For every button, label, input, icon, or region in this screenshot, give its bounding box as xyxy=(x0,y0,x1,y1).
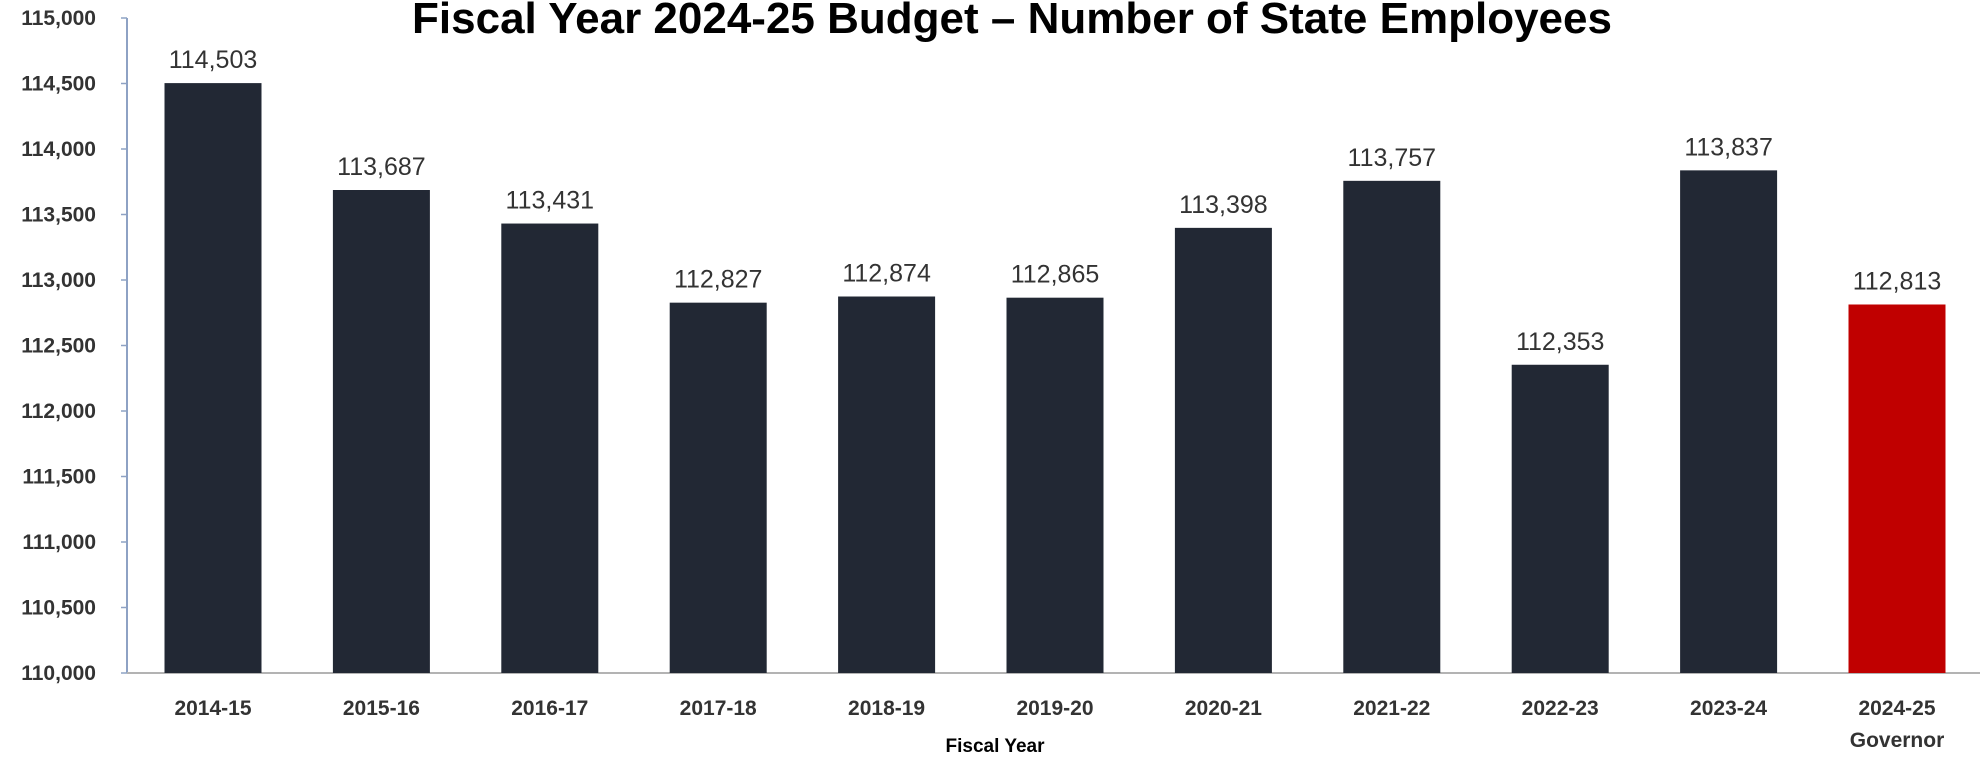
y-tick-label: 111,000 xyxy=(22,531,96,554)
y-tick-label: 114,000 xyxy=(21,138,96,161)
bar-2021-22 xyxy=(1343,180,1441,673)
x-tick-label: 2019-20 xyxy=(1016,697,1093,720)
y-tick-label: 110,500 xyxy=(21,597,96,620)
x-tick-sublabel: Governor xyxy=(1850,729,1945,752)
data-label: 113,757 xyxy=(1348,144,1437,172)
bar-2017-18 xyxy=(669,302,767,673)
x-tick-label: 2024-25 xyxy=(1858,697,1935,720)
data-label: 112,813 xyxy=(1853,267,1942,295)
y-axis-ticks: 110,000 110,500 111,000 111,500 112,000 112,5… xyxy=(21,7,127,685)
y-tick-label: 113,000 xyxy=(21,269,96,292)
x-axis-ticks: 2014-15 2015-16 2016-17 2017-18 2018-19 2019-… xyxy=(174,697,1944,752)
x-tick-label: 2014-15 xyxy=(174,697,251,720)
y-tick-label: 114,500 xyxy=(21,73,96,96)
bar-2023-24 xyxy=(1680,170,1778,673)
bar-2019-20 xyxy=(1006,297,1104,673)
x-tick-label: 2022-23 xyxy=(1522,697,1599,720)
bar-2014-15 xyxy=(164,83,262,674)
data-label: 112,874 xyxy=(842,260,931,288)
y-tick-label: 110,000 xyxy=(21,662,96,685)
data-label: 113,431 xyxy=(506,187,595,215)
x-tick-label: 2018-19 xyxy=(848,697,925,720)
bars xyxy=(164,83,1946,674)
bar-2024-25 xyxy=(1848,304,1946,673)
x-tick-label: 2023-24 xyxy=(1690,697,1767,720)
bar-2015-16 xyxy=(332,190,430,674)
x-tick-label: 2015-16 xyxy=(343,697,420,720)
bar-2016-17 xyxy=(501,223,599,673)
x-tick-label: 2016-17 xyxy=(511,697,588,720)
x-tick-label: 2017-18 xyxy=(680,697,757,720)
bar-2022-23 xyxy=(1511,364,1609,673)
x-tick-label: 2021-22 xyxy=(1353,697,1430,720)
y-tick-label: 113,500 xyxy=(21,204,96,227)
data-label: 113,837 xyxy=(1684,133,1773,161)
data-label: 114,503 xyxy=(169,46,258,74)
bar-2018-19 xyxy=(838,296,936,673)
x-axis-label: Fiscal Year xyxy=(946,736,1046,757)
bar-2020-21 xyxy=(1174,227,1272,673)
y-tick-label: 115,000 xyxy=(21,7,96,30)
data-label: 112,865 xyxy=(1011,261,1100,289)
y-tick-label: 111,500 xyxy=(22,466,96,489)
data-label: 113,687 xyxy=(337,153,426,181)
data-label: 113,398 xyxy=(1179,191,1268,219)
x-tick-label: 2020-21 xyxy=(1185,697,1262,720)
data-label: 112,353 xyxy=(1516,328,1605,356)
data-labels: 114,503 113,687 113,431 112,827 112,874 112,8… xyxy=(169,46,1942,356)
y-tick-label: 112,000 xyxy=(21,400,96,423)
chart-title: Fiscal Year 2024-25 Budget – Number of S… xyxy=(412,0,1612,43)
y-tick-label: 112,500 xyxy=(21,335,96,358)
data-label: 112,827 xyxy=(674,266,763,294)
